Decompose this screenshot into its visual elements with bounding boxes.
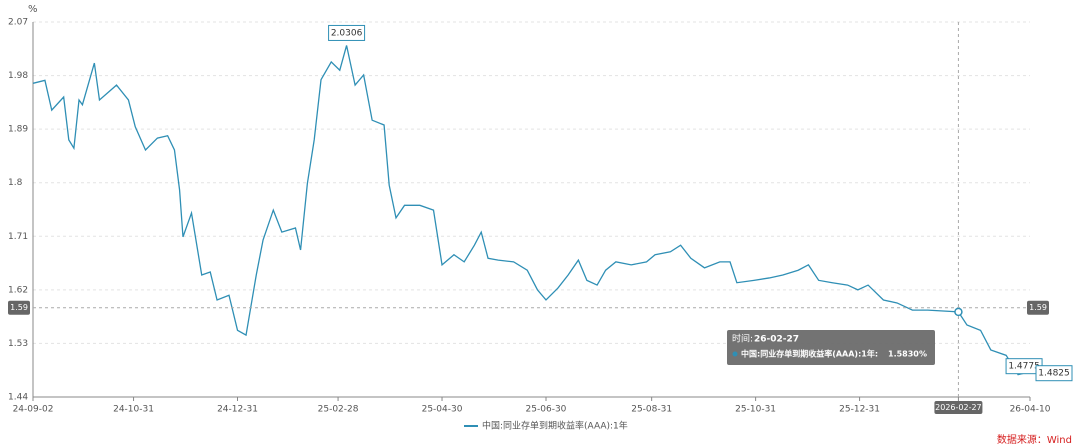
- crosshair-y-label: 1.59: [1029, 303, 1047, 312]
- y-unit: %: [28, 4, 38, 15]
- x-tick-label: 25-08-31: [631, 405, 672, 415]
- tooltip-time: 26-02-27: [754, 335, 799, 345]
- crosshair-y-label: 1.59: [10, 303, 28, 312]
- tooltip-time-label: 时间:: [732, 333, 753, 345]
- x-tick-label: 24-10-31: [113, 405, 154, 415]
- y-tick-label: 1.89: [8, 125, 28, 135]
- x-tick-label: 25-02-28: [318, 405, 359, 415]
- x-tick-label: 24-12-31: [217, 405, 258, 415]
- tooltip-value: 1.5830: [888, 350, 919, 359]
- line: [32, 45, 1031, 376]
- y-tick-label: 1.8: [8, 178, 23, 188]
- tooltip: [727, 330, 935, 365]
- hover-point: [954, 307, 963, 317]
- annotation-label: 1.4825: [1038, 369, 1070, 379]
- x-tick-label: 25-10-31: [735, 405, 776, 415]
- crosshair-x-label: 2026-02-27: [935, 403, 982, 412]
- y-tick-label: 1.53: [8, 339, 28, 349]
- crosshair-y-box: [1027, 300, 1049, 315]
- x-tick-label: 25-06-30: [526, 405, 567, 415]
- x-tick-label: 24-09-02: [13, 405, 54, 415]
- y-tick-label: 1.62: [8, 285, 28, 295]
- legend-label: 中国:同业存单到期收益率(AAA):1年: [482, 420, 628, 432]
- tooltip-unit: %: [919, 350, 927, 359]
- annotation-box: [1035, 365, 1073, 382]
- y-tick-label: 1.98: [8, 71, 28, 81]
- source: 数据来源：Wind: [997, 433, 1072, 446]
- x-tick-label: 25-04-30: [422, 405, 463, 415]
- y-tick-label: 2.07: [8, 18, 28, 28]
- x-tick-label: 26-04-10: [1010, 405, 1051, 415]
- annotation-box: [328, 24, 366, 41]
- y-tick-label: 1.44: [8, 393, 28, 403]
- crosshair-y-box: [8, 300, 30, 315]
- annotation-label: 1.4775: [1008, 362, 1040, 372]
- x-tick-label: 25-12-31: [839, 405, 880, 415]
- annotation-label: 2.0306: [331, 28, 363, 38]
- tooltip-dot: [732, 351, 738, 357]
- crosshair-x-box: [934, 401, 983, 414]
- tooltip-series: 中国:同业存单到期收益率(AAA):1年:: [741, 349, 878, 359]
- y-tick-label: 1.71: [8, 232, 28, 242]
